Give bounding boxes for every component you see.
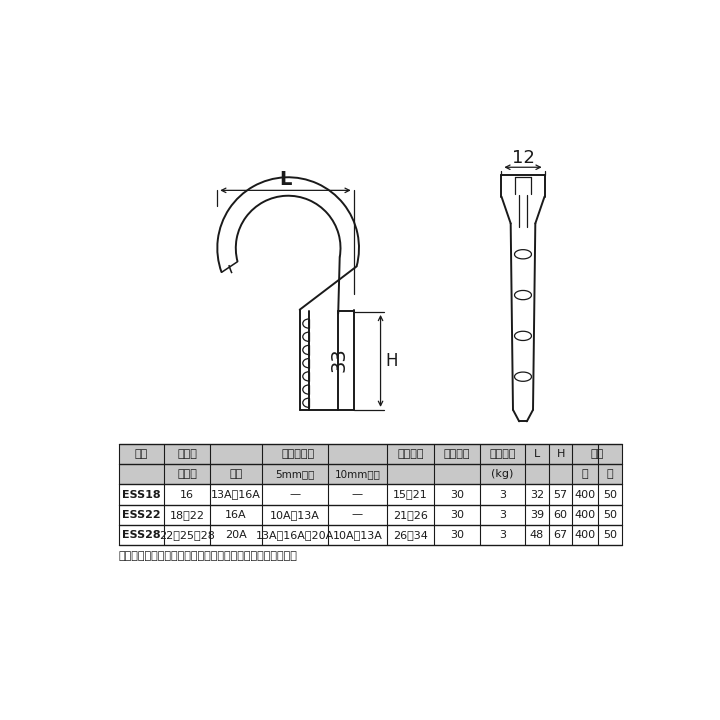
Text: 3: 3 — [499, 510, 506, 520]
Text: 33: 33 — [330, 347, 348, 372]
Text: 品番: 品番 — [135, 449, 148, 459]
Bar — [119, 444, 621, 464]
Text: 適合外径: 適合外径 — [397, 449, 424, 459]
Text: —: — — [352, 490, 363, 500]
Text: 26～34: 26～34 — [393, 529, 428, 539]
Text: 50: 50 — [603, 529, 617, 539]
Text: 400: 400 — [575, 510, 595, 520]
Text: 16A: 16A — [225, 510, 247, 520]
Text: 67: 67 — [554, 529, 567, 539]
Bar — [119, 525, 621, 544]
Text: 10mm被覆: 10mm被覆 — [335, 469, 380, 480]
Bar — [597, 445, 599, 464]
Text: —: — — [352, 510, 363, 520]
Text: 12: 12 — [512, 149, 534, 167]
Text: 10A・13A: 10A・13A — [270, 510, 320, 520]
Text: (kg): (kg) — [491, 469, 513, 480]
Text: 50: 50 — [603, 490, 617, 500]
Bar — [119, 505, 621, 525]
Text: L: L — [279, 170, 292, 189]
Text: 適合管: 適合管 — [177, 449, 197, 459]
Text: 小: 小 — [606, 469, 613, 480]
Text: 20A: 20A — [225, 529, 247, 539]
Text: 5mm被覆: 5mm被覆 — [276, 469, 315, 480]
Text: 30: 30 — [450, 490, 464, 500]
Text: 注：ご注文の最低ロットは入数小単低にてお願い致します。: 注：ご注文の最低ロットは入数小単低にてお願い致します。 — [119, 551, 297, 561]
Text: 50: 50 — [603, 510, 617, 520]
Text: 22・25・28: 22・25・28 — [159, 529, 215, 539]
Text: 10A・13A: 10A・13A — [333, 529, 382, 539]
Text: 入数: 入数 — [590, 449, 603, 459]
Text: H: H — [385, 352, 397, 370]
Text: L: L — [534, 449, 540, 459]
Text: 400: 400 — [575, 529, 595, 539]
Text: H: H — [557, 449, 564, 459]
Text: 13A・16A・20A: 13A・16A・20A — [256, 529, 334, 539]
Text: 16: 16 — [180, 490, 194, 500]
Text: —: — — [289, 490, 301, 500]
Bar — [119, 464, 621, 485]
Text: ESS28: ESS28 — [122, 529, 161, 539]
Text: 適合樹脂管: 適合樹脂管 — [282, 449, 315, 459]
Text: ESS18: ESS18 — [122, 490, 161, 500]
Bar — [261, 445, 264, 464]
Text: 挿入深度: 挿入深度 — [444, 449, 470, 459]
Text: 18・22: 18・22 — [169, 510, 204, 520]
Text: 48: 48 — [530, 529, 544, 539]
Text: 3: 3 — [499, 529, 506, 539]
Text: 57: 57 — [554, 490, 567, 500]
Text: 15～21: 15～21 — [393, 490, 428, 500]
Text: 60: 60 — [554, 510, 567, 520]
Text: 32: 32 — [530, 490, 544, 500]
Text: 許容荷重: 許容荷重 — [489, 449, 516, 459]
Text: 21～26: 21～26 — [393, 510, 428, 520]
Text: 3: 3 — [499, 490, 506, 500]
Text: 30: 30 — [450, 529, 464, 539]
Text: 大: 大 — [582, 469, 588, 480]
Text: 裸管: 裸管 — [230, 469, 243, 480]
Text: 30: 30 — [450, 510, 464, 520]
Text: サヤ管: サヤ管 — [177, 469, 197, 480]
Text: 39: 39 — [530, 510, 544, 520]
Bar — [119, 485, 621, 505]
Bar — [327, 445, 328, 464]
Text: ESS22: ESS22 — [122, 510, 161, 520]
Text: 400: 400 — [575, 490, 595, 500]
Text: 13A・16A: 13A・16A — [211, 490, 261, 500]
